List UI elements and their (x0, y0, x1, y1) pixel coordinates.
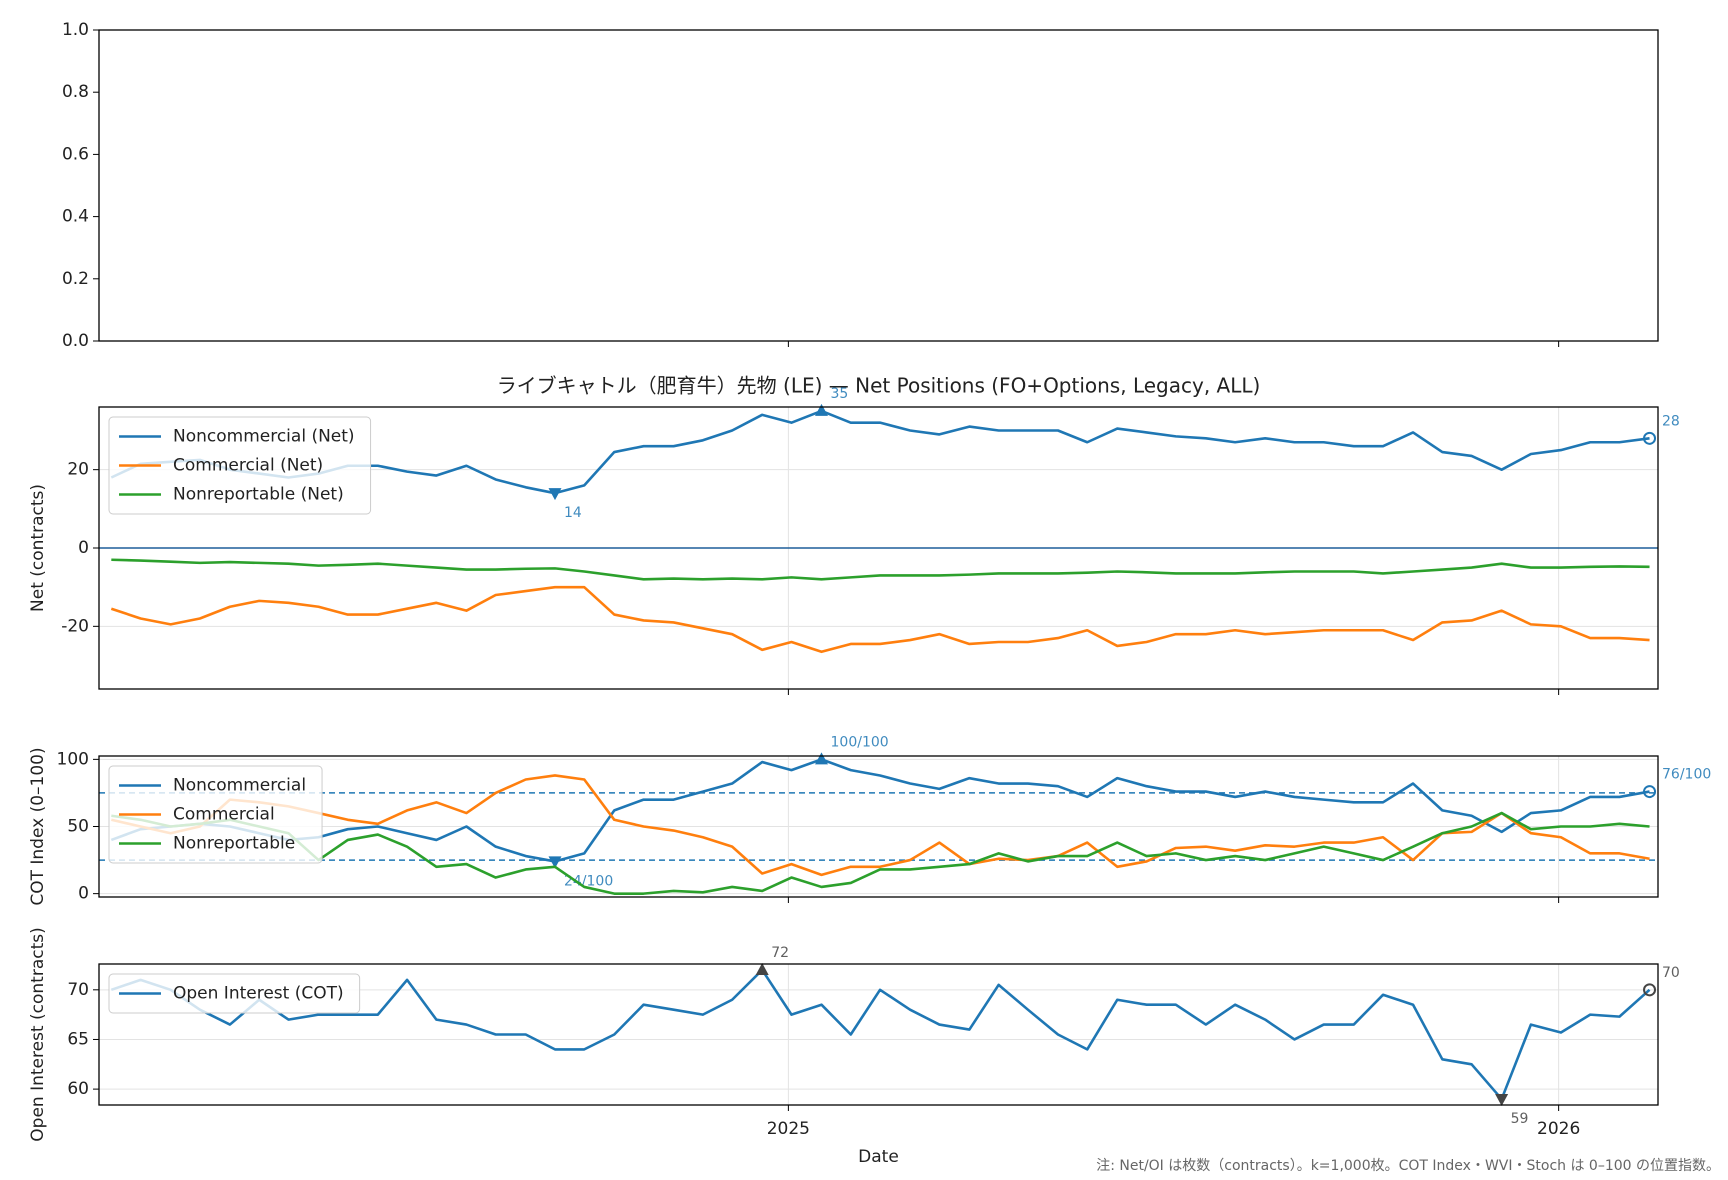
legend-label: Noncommercial (173, 776, 306, 796)
y-tick-label: 70 (67, 980, 89, 1000)
legend: Open Interest (COT) (108, 973, 361, 1014)
x-tick-label: 2026 (1537, 1119, 1580, 1139)
legend-label: Commercial (173, 805, 275, 825)
legend-label: Noncommercial (Net) (173, 427, 355, 447)
y-tick-label: 50 (67, 817, 89, 837)
y-tick-label: 100 (57, 749, 89, 769)
max-marker (815, 752, 829, 765)
value-label: 70 (1662, 965, 1680, 981)
y-axis-label: COT Index (0–100) (28, 747, 48, 905)
series-line (110, 758, 1650, 863)
y-tick-label: 0.0 (62, 331, 89, 351)
value-label: 100/100 (831, 734, 889, 750)
y-tick-label: 1.0 (62, 20, 89, 40)
y-tick-label: 0.4 (62, 207, 89, 227)
legend-label: Nonreportable (173, 834, 295, 854)
legend: Noncommercial (Net) Commercial (Net) Nonre… (108, 416, 372, 515)
legend: Noncommercial Commercial Nonreportable (108, 765, 323, 864)
y-tick-label: -20 (61, 616, 89, 636)
footnote: 注: Net/OI は枚数（contracts）。k=1,000枚。COT In… (1096, 1158, 1720, 1174)
max-marker (755, 962, 769, 975)
y-tick-label: 60 (67, 1079, 89, 1099)
x-tick-label: 2025 (767, 1119, 810, 1139)
value-label: 24/100 (564, 873, 613, 889)
value-label: 35 (831, 386, 849, 402)
series-line (110, 968, 1651, 1101)
series-line (111, 811, 1650, 895)
legend-box (108, 973, 361, 1014)
y-tick-label: 65 (67, 1029, 89, 1049)
last-marker (1643, 431, 1657, 445)
value-label: 72 (771, 945, 789, 961)
legend-label: Commercial (Net) (173, 456, 323, 476)
min-marker (548, 856, 562, 869)
plot-frame (98, 755, 1659, 898)
min-marker (1495, 1094, 1509, 1107)
y-tick-label: 0.6 (62, 144, 89, 164)
last-marker (1643, 785, 1657, 799)
value-label: 28 (1662, 413, 1680, 429)
y-tick-label: 0.8 (62, 82, 89, 102)
legend-label: Nonreportable (Net) (173, 485, 344, 505)
plot-frame (98, 963, 1659, 1106)
value-label: 76/100 (1662, 767, 1711, 783)
plot-frame (98, 406, 1659, 690)
min-marker (548, 488, 562, 501)
y-tick-label: 20 (67, 460, 89, 480)
value-label: 14 (564, 505, 582, 521)
last-marker (1643, 983, 1657, 997)
legend-box (108, 416, 372, 515)
y-axis-label: Open Interest (contracts) (28, 927, 48, 1141)
value-label: 59 (1511, 1111, 1529, 1127)
plot-frame (98, 29, 1659, 342)
y-tick-label: 0.2 (62, 269, 89, 289)
series-line (111, 774, 1650, 877)
x-axis-label: Date (858, 1147, 899, 1167)
series-line (111, 558, 1650, 581)
y-axis-label: Net (contracts) (28, 484, 48, 612)
y-tick-label: 0 (78, 538, 89, 558)
chart-title: ライブキャトル（肥育牛）先物 (LE) — Net Positions (FO+… (497, 374, 1261, 398)
legend-box (108, 765, 323, 864)
legend-label: Open Interest (COT) (173, 984, 344, 1004)
y-tick-label: 0 (78, 884, 89, 904)
series-line (110, 585, 1650, 654)
max-marker (815, 403, 829, 416)
